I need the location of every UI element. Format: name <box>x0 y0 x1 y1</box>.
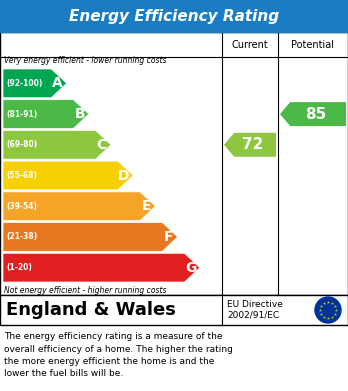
Polygon shape <box>3 192 156 221</box>
Text: England & Wales: England & Wales <box>6 301 176 319</box>
Text: Current: Current <box>232 39 268 50</box>
Text: EU Directive
2002/91/EC: EU Directive 2002/91/EC <box>227 300 283 320</box>
Polygon shape <box>224 133 276 157</box>
Polygon shape <box>280 102 346 126</box>
Text: D: D <box>118 169 130 183</box>
Text: (55-68): (55-68) <box>6 171 37 180</box>
Text: 72: 72 <box>242 137 264 152</box>
Text: (21-38): (21-38) <box>6 232 37 241</box>
Polygon shape <box>3 222 177 251</box>
Text: Potential: Potential <box>292 39 334 50</box>
Text: (39-54): (39-54) <box>6 202 37 211</box>
Text: (1-20): (1-20) <box>6 263 32 272</box>
Text: F: F <box>164 230 173 244</box>
Text: (92-100): (92-100) <box>6 79 42 88</box>
Text: Energy Efficiency Rating: Energy Efficiency Rating <box>69 9 279 23</box>
Polygon shape <box>3 131 111 159</box>
Text: 85: 85 <box>306 107 327 122</box>
Polygon shape <box>3 100 89 128</box>
Text: Not energy efficient - higher running costs: Not energy efficient - higher running co… <box>4 286 166 295</box>
Bar <box>0 295 348 325</box>
Text: (69-80): (69-80) <box>6 140 37 149</box>
Text: (81-91): (81-91) <box>6 109 37 118</box>
Text: Very energy efficient - lower running costs: Very energy efficient - lower running co… <box>4 56 166 65</box>
Text: E: E <box>141 199 151 213</box>
Text: B: B <box>74 107 85 121</box>
Polygon shape <box>3 69 66 98</box>
Bar <box>0 0 348 32</box>
Text: The energy efficiency rating is a measure of the
overall efficiency of a home. T: The energy efficiency rating is a measur… <box>4 332 233 378</box>
Polygon shape <box>3 161 133 190</box>
Text: G: G <box>185 261 196 274</box>
Polygon shape <box>3 253 200 282</box>
Bar <box>0 32 348 295</box>
Text: A: A <box>52 76 63 90</box>
Circle shape <box>315 297 341 323</box>
Text: C: C <box>97 138 107 152</box>
